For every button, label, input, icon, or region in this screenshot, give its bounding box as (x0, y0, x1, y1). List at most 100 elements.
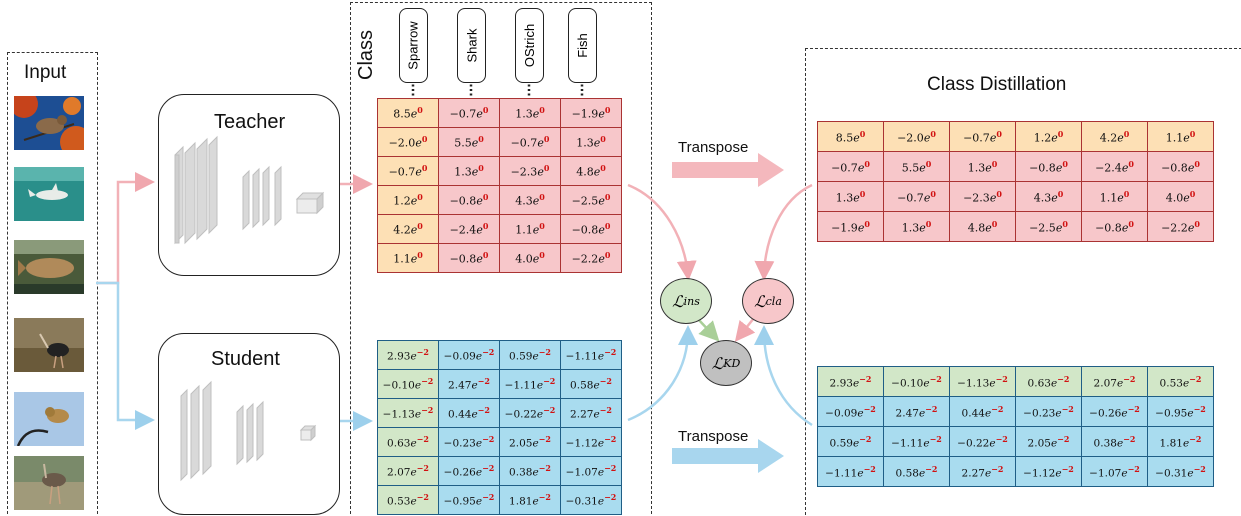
cell-value: −2.3 (510, 165, 538, 179)
cell-exponent: 0 (1194, 218, 1200, 229)
cell-exponent: 0 (539, 192, 545, 203)
cell-value: 4.0 (1165, 191, 1184, 205)
cell-base: e (536, 379, 544, 392)
cell-exponent: 0 (604, 221, 611, 232)
cell-base: e (410, 107, 418, 121)
matrix-cell: 2.05e−2 (1015, 426, 1082, 457)
matrix-cell: −0.09e−2 (817, 396, 884, 427)
cell-base: e (415, 165, 422, 179)
class-tag-sparrow: Sparrow (399, 8, 428, 83)
cell-value: 2.05 (509, 437, 533, 450)
cell-exponent: −2 (538, 463, 551, 474)
cell-exponent: 0 (864, 158, 870, 169)
matrix-cell: 1.2e0 (377, 185, 439, 215)
cell-exponent: −2 (863, 403, 876, 414)
student-transposed-matrix: 2.93e−2 −0.10e−2 −1.13e−2 0.63e−2 2.07e−2 0.5… (817, 366, 1214, 487)
cell-exponent: −2 (599, 405, 612, 416)
matrix-row: 1.1e0 −0.8e0 4.0e0 −2.2e0 (377, 243, 622, 273)
cell-value: 5.5 (454, 136, 472, 150)
student-logit-matrix: 2.93e−2 −0.09e−2 0.59e−2 −1.11e−2 −0.10e−2 2.… (377, 340, 622, 515)
cell-exponent: 0 (482, 250, 489, 261)
cell-base: e (1050, 437, 1058, 450)
cell-value: 4.3 (1033, 191, 1052, 205)
cell-exponent: 0 (991, 218, 998, 229)
cell-base: e (984, 407, 992, 420)
matrix-cell: 4.2e0 (377, 214, 439, 244)
cell-value: −0.7 (388, 165, 416, 179)
matrix-cell: 2.93e−2 (817, 366, 884, 397)
matrix-cell: −0.22e−2 (499, 398, 561, 428)
matrix-cell: −0.26e−2 (438, 456, 500, 486)
matrix-cell: 0.63e−2 (1015, 366, 1082, 397)
cell-value: 4.8 (967, 221, 986, 235)
matrix-row: −0.7e0 1.3e0 −2.3e0 4.8e0 (377, 156, 622, 186)
cell-base: e (852, 377, 860, 390)
cell-base: e (923, 131, 931, 145)
cell-value: −0.23 (1023, 407, 1056, 420)
matrix-cell: −0.10e−2 (883, 366, 950, 397)
cell-exponent: −2 (421, 376, 434, 387)
cell-base: e (1117, 131, 1124, 145)
matrix-cell: −1.11e−2 (499, 369, 561, 399)
cell-value: 0.59 (829, 437, 853, 450)
matrix-cell: 0.38e−2 (499, 456, 561, 486)
cell-exponent: 0 (991, 158, 998, 169)
cell-base: e (1116, 437, 1124, 450)
cell-base: e (919, 161, 926, 175)
cell-value: 0.63 (1027, 377, 1051, 390)
matrix-row: −1.9e0 1.3e0 4.8e0 −2.5e0 −0.8e0 −2.2e0 (817, 211, 1214, 242)
cell-base: e (1121, 161, 1129, 175)
teacher-transposed-matrix: 8.5e0 −2.0e0 −0.7e0 1.2e0 4.2e0 1.1e0 −0.7e0 5.… (817, 121, 1214, 242)
class-tag-ostrich-label: OStrich (522, 23, 537, 68)
matrix-cell: −2.3e0 (949, 181, 1016, 212)
cell-value: 0.58 (895, 467, 919, 480)
matrix-cell: 8.5e0 (377, 98, 439, 128)
matrix-cell: 4.8e0 (949, 211, 1016, 242)
cell-value: 2.27 (570, 408, 594, 421)
cell-exponent: −2 (543, 376, 556, 387)
class-distillation-panel (805, 48, 1241, 516)
cell-exponent: 0 (925, 218, 932, 229)
matrix-row: 1.3e0 −0.7e0 −2.3e0 4.3e0 1.1e0 4.0e0 (817, 181, 1214, 212)
cell-exponent: −2 (991, 463, 1004, 474)
teacher-network: Teacher (158, 94, 340, 276)
input-label: Input (24, 62, 67, 83)
cell-base: e (593, 379, 600, 392)
cell-value: −1.12 (1023, 467, 1056, 480)
teacher-logit-matrix: 8.5e0 −0.7e0 1.3e0 −1.9e0 −2.0e0 5.5e0 −0.7e0 1… (377, 98, 622, 273)
matrix-cell: −0.8e0 (1081, 211, 1148, 242)
cell-base: e (1050, 377, 1058, 390)
cell-value: 1.81 (509, 495, 533, 508)
cell-base: e (1182, 437, 1190, 450)
matrix-cell: −0.8e0 (560, 214, 622, 244)
cell-exponent: 0 (543, 163, 550, 174)
cell-exponent: −2 (477, 376, 490, 387)
matrix-cell: 4.2e0 (1081, 121, 1148, 152)
cell-value: −2.0 (897, 131, 924, 145)
cell-exponent: −2 (416, 347, 429, 358)
cell-exponent: 0 (1194, 158, 1200, 169)
cell-exponent: −2 (1189, 373, 1202, 384)
cell-exponent: −2 (995, 373, 1008, 384)
cell-base: e (410, 194, 418, 208)
matrix-cell: −1.11e−2 (883, 426, 950, 457)
cell-exponent: −2 (416, 492, 429, 503)
matrix-cell: −1.9e0 (560, 98, 622, 128)
matrix-cell: 1.1e0 (1147, 121, 1214, 152)
matrix-cell: 2.47e−2 (883, 396, 950, 427)
matrix-cell: −1.12e−2 (560, 427, 622, 457)
matrix-row: −0.7e0 5.5e0 1.3e0 −0.8e0 −2.4e0 −0.8e0 (817, 151, 1214, 182)
matrix-cell: 4.3e0 (499, 185, 561, 215)
cell-base: e (471, 165, 479, 179)
matrix-cell: −2.0e0 (883, 121, 950, 152)
cell-base: e (1055, 221, 1063, 235)
cell-exponent: −2 (1123, 373, 1136, 384)
cell-base: e (857, 221, 865, 235)
cell-exponent: 0 (600, 163, 606, 174)
ostrich-image-2 (14, 456, 84, 510)
matrix-cell: 0.44e−2 (438, 398, 500, 428)
cell-base: e (532, 437, 539, 450)
cell-base: e (532, 495, 539, 508)
cell-base: e (1051, 131, 1058, 145)
cell-exponent: −2 (995, 433, 1008, 444)
